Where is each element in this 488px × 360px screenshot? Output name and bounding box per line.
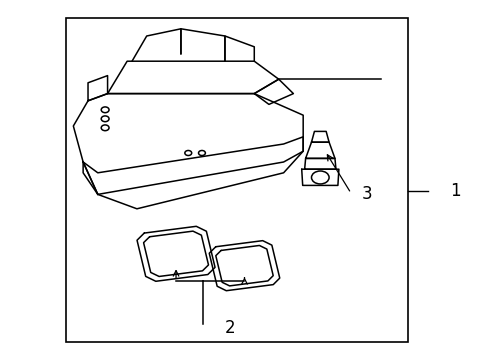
Text: 1: 1 [449,182,460,200]
Bar [66,18,407,342]
Text: 3: 3 [361,185,372,203]
Text: 2: 2 [224,319,235,337]
